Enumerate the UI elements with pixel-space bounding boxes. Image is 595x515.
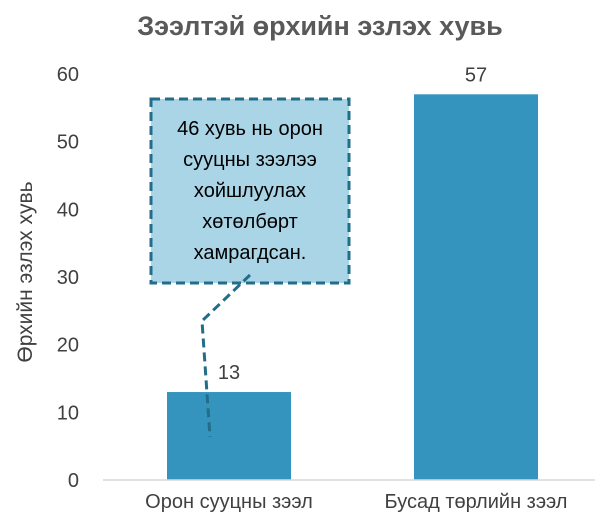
bar xyxy=(414,94,538,481)
y-tick-label: 30 xyxy=(57,267,79,289)
y-tick-label: 20 xyxy=(57,335,79,357)
x-category-label: Бусад төрлийн зээл xyxy=(385,491,568,513)
chart-title: Зээлтэй өрхийн эзлэх хувь xyxy=(137,11,503,41)
bar xyxy=(167,392,291,480)
y-tick-label: 60 xyxy=(57,64,79,86)
bars xyxy=(167,94,538,481)
y-tick-label: 10 xyxy=(57,402,79,424)
y-axis-label: Өрхийн эзлэх хувь xyxy=(14,181,37,362)
y-tick-label: 40 xyxy=(57,199,79,221)
bar-data-label: 57 xyxy=(465,64,487,86)
x-axis-categories: Орон сууцны зээл Бусад төрлийн зээл xyxy=(145,491,567,513)
y-axis-ticks: 0 10 20 30 40 50 60 xyxy=(57,64,79,492)
callout-leader-line xyxy=(200,273,252,438)
data-labels: 13 57 xyxy=(218,64,487,384)
y-tick-label: 50 xyxy=(57,132,79,154)
x-category-label: Орон сууцны зээл xyxy=(145,491,313,513)
callout-text: 46 хувь нь орон сууцны зээлээ хойшлуулах… xyxy=(177,118,323,264)
bar-data-label: 13 xyxy=(218,362,240,384)
y-tick-label: 0 xyxy=(68,470,79,492)
callout-box xyxy=(149,97,351,285)
